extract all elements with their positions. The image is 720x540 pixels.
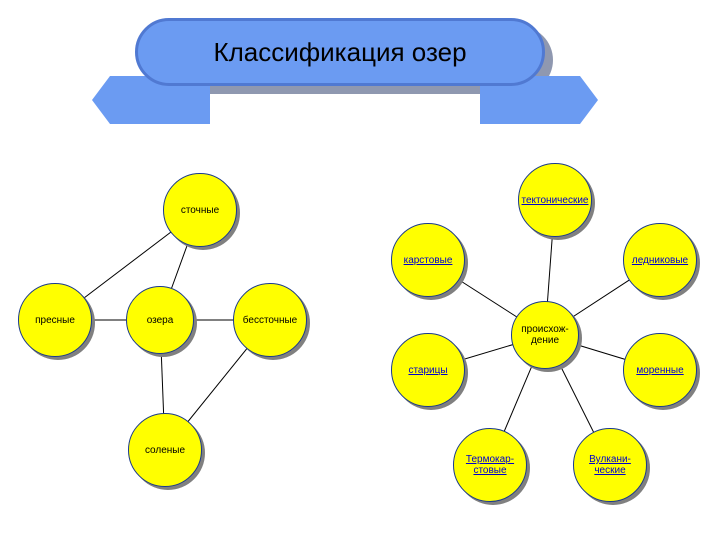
leaf-node-karst[interactable]: карстовые xyxy=(391,223,465,297)
node-label: карстовые xyxy=(404,255,453,266)
node-label: старицы xyxy=(408,365,447,376)
page-title: Классификация озер xyxy=(213,37,466,68)
leaf-node-besst: бессточные xyxy=(233,283,307,357)
node-label: моренные xyxy=(636,365,683,376)
leaf-node-termo[interactable]: Термокар- стовые xyxy=(453,428,527,502)
leaf-node-solen: соленые xyxy=(128,413,202,487)
leaf-node-stoch: сточные xyxy=(163,173,237,247)
node-label: ледниковые xyxy=(632,255,688,266)
node-label: Термокар- стовые xyxy=(466,454,514,476)
leaf-node-ledn[interactable]: ледниковые xyxy=(623,223,697,297)
node-label: Вулкани- ческие xyxy=(589,454,631,476)
node-label: сточные xyxy=(181,205,219,216)
center-node: озера xyxy=(126,286,194,354)
leaf-node-tekt[interactable]: тектонические xyxy=(518,163,592,237)
node-label: происхож- дение xyxy=(521,324,568,346)
node-label: соленые xyxy=(145,445,185,456)
leaf-node-moren[interactable]: моренные xyxy=(623,333,697,407)
node-label: тектонические xyxy=(522,195,589,206)
node-label: озера xyxy=(147,315,174,326)
leaf-node-vulk[interactable]: Вулкани- ческие xyxy=(573,428,647,502)
leaf-node-star[interactable]: старицы xyxy=(391,333,465,407)
leaf-node-presn: пресные xyxy=(18,283,92,357)
node-label: пресные xyxy=(35,315,75,326)
banner-main: Классификация озер xyxy=(135,18,545,86)
node-label: бессточные xyxy=(243,315,297,326)
center-node: происхож- дение xyxy=(511,301,579,369)
